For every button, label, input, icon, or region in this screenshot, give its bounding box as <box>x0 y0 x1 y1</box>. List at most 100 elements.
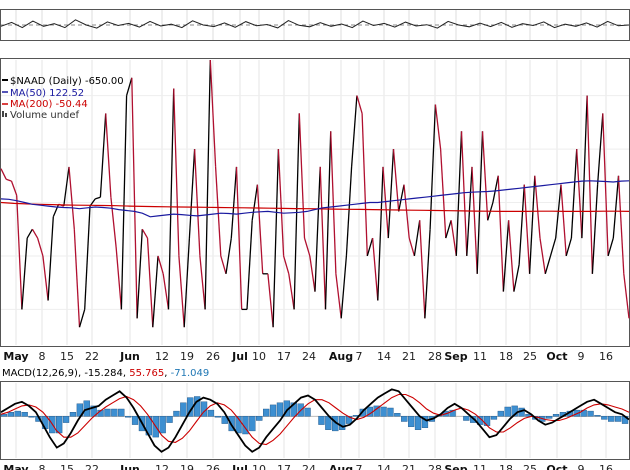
naad-segment <box>204 59 211 310</box>
naad-segment <box>303 237 311 257</box>
macd-hist-bar <box>111 408 118 417</box>
naad-segment <box>591 184 599 274</box>
macd-x-tick: 19 <box>180 463 194 470</box>
macd-x-tick: 14 <box>377 463 391 470</box>
macd-legend-title: MACD(12,26,9) <box>2 368 78 379</box>
naad-segment <box>157 255 164 274</box>
naad-segment <box>167 88 175 310</box>
naad-segment <box>445 220 452 239</box>
naad-segment <box>528 175 536 274</box>
price-x-tick: Oct <box>546 350 567 363</box>
macd-legend-signal: 55.765 <box>129 368 164 379</box>
macd-x-tick: May <box>3 463 28 470</box>
macd-hist-bar <box>601 416 608 420</box>
macd-x-tick: 24 <box>302 463 316 470</box>
macd-x-tick: Oct <box>546 463 567 470</box>
macd-x-tick: 26 <box>206 463 220 470</box>
naad-segment <box>424 229 431 319</box>
macd-x-tick: 9 <box>578 463 585 470</box>
macd-hist-bar <box>490 416 498 420</box>
macd-hist-bar <box>594 415 601 417</box>
naad-segment <box>523 184 531 274</box>
naad-segment <box>471 166 478 274</box>
macd-hist-bar <box>62 416 70 423</box>
macd-hist-bar <box>124 416 132 418</box>
naad-segment <box>73 229 81 328</box>
macd-hist-bar <box>14 410 21 417</box>
macd-legend-sep3: , <box>164 368 170 379</box>
macd-hist-bar <box>0 414 8 417</box>
naad-segment <box>131 77 138 319</box>
naad-segment <box>0 168 7 180</box>
macd-hist-bar <box>449 409 456 417</box>
naad-segment <box>340 255 348 319</box>
naad-segment <box>403 184 410 239</box>
naad-segment <box>492 175 499 203</box>
naad-segment <box>602 113 609 256</box>
naad-segment <box>282 255 290 274</box>
naad-segment <box>481 131 489 221</box>
price-x-tick: 21 <box>402 350 416 363</box>
naad-segment <box>518 184 525 265</box>
macd-hist-bar <box>421 416 429 428</box>
naad-segment <box>152 255 159 328</box>
price-x-tick: 28 <box>428 350 442 363</box>
macd-x-tick: 8 <box>39 463 46 470</box>
price-x-tick: Jul <box>231 350 248 363</box>
legend-ma50: MA(50) 122.52 <box>10 88 84 99</box>
macd-hist-bar <box>21 412 28 417</box>
macd-legend-sep2: , <box>123 368 129 379</box>
price-x-tick: Jun <box>119 350 140 363</box>
price-x-tick: 14 <box>377 350 391 363</box>
naad-segment <box>125 77 133 96</box>
naad-segment <box>277 149 285 256</box>
naad-segment <box>246 220 253 310</box>
macd-hist-bar <box>401 416 408 422</box>
macd-panel <box>0 381 630 460</box>
naad-segment <box>309 255 316 292</box>
macd-hist-bar <box>318 416 325 425</box>
naad-segment <box>513 264 520 292</box>
macd-hist-bar <box>394 413 401 417</box>
price-x-tick: 25 <box>523 350 537 363</box>
macd-hist-bar <box>408 416 415 427</box>
macd-line <box>0 388 630 453</box>
naad-segment <box>68 166 75 230</box>
naad-segment <box>408 237 416 257</box>
naad-segment <box>382 166 389 239</box>
naad-segment <box>136 229 143 319</box>
naad-segment <box>36 237 44 257</box>
price-x-tick: Sep <box>444 350 467 363</box>
price-x-tick: May <box>3 350 28 363</box>
macd-hist-bar <box>159 416 166 434</box>
macd-hist-bar <box>387 407 394 417</box>
macd-legend-hist: -71.049 <box>171 368 210 379</box>
macd-hist-bar <box>166 416 173 423</box>
macd-hist-bar <box>339 416 346 430</box>
naad-segment <box>570 149 578 239</box>
macd-hist-bar <box>269 404 277 417</box>
naad-segment <box>596 113 604 185</box>
naad-segment <box>607 237 614 257</box>
naad-segment <box>350 95 358 167</box>
ma50-line <box>0 180 630 218</box>
naad-segment <box>178 255 185 328</box>
naad-segment <box>565 237 573 257</box>
naad-segment <box>539 238 546 274</box>
price-x-tick: 22 <box>85 350 99 363</box>
naad-segment <box>507 220 515 292</box>
macd-x-axis: May 8 15 22 Jun 12 19 26 Jul 10 17 24 Aug 7 14 21 28 Sep 1… <box>3 463 613 470</box>
naad-segment <box>298 113 306 239</box>
naad-segment <box>314 166 321 292</box>
naad-segment <box>330 131 337 274</box>
price-x-axis: May 8 15 22 Jun 12 19 26 Jul 10 17 24 Aug 7 14 21 28 Sep 1… <box>3 350 613 363</box>
macd-hist-bar <box>118 408 125 417</box>
naad-segment <box>220 255 227 274</box>
naad-segment <box>377 166 384 301</box>
naad-segment <box>476 131 484 274</box>
naad-segment <box>225 238 232 274</box>
macd-hist-bar <box>256 416 263 421</box>
naad-segment <box>141 228 149 239</box>
naad-segment <box>188 149 196 239</box>
naad-segment <box>16 195 23 310</box>
